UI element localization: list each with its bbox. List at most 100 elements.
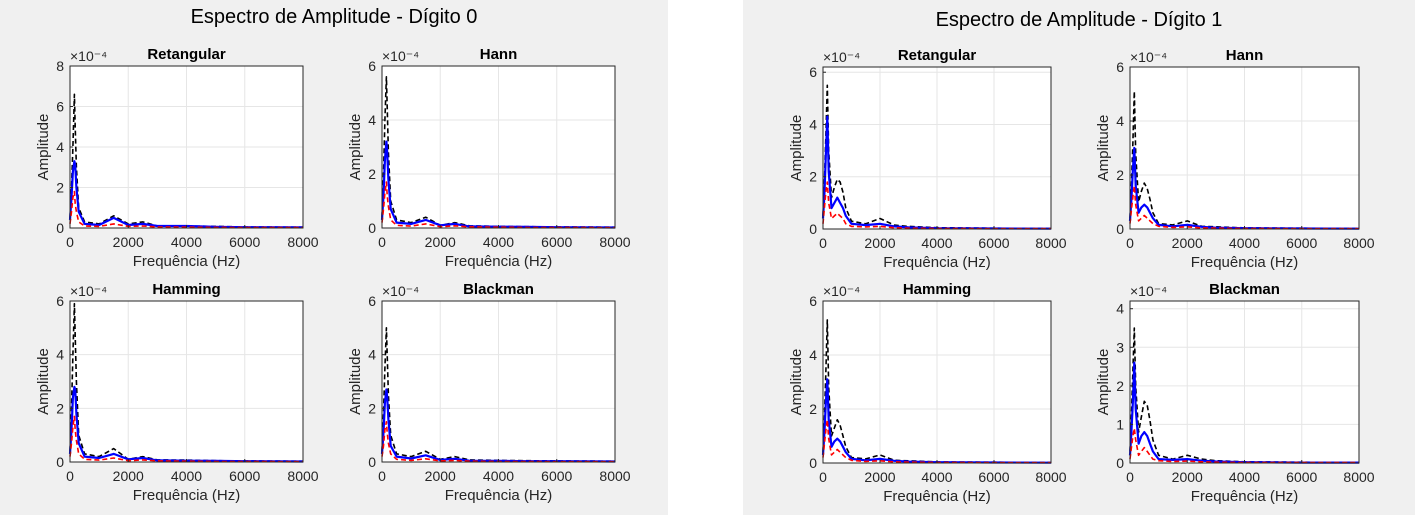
x-tick-label: 4000 [483,468,514,484]
x-tick-label: 6000 [541,234,572,250]
x-tick-label: 8000 [1343,235,1374,251]
x-axis-label: Frequência (Hz) [883,254,991,271]
x-axis-label: Frequência (Hz) [445,487,553,504]
series-line-red [1129,185,1359,230]
series-line-black [1129,327,1360,464]
series-line-blue [68,385,304,463]
y-exponent-label: ×10⁻⁴ [1130,49,1167,65]
y-tick-label: 4 [809,347,817,363]
y-axis-label: Amplitude [35,114,52,181]
y-exponent-label: ×10⁻⁴ [823,283,860,299]
y-tick-label: 2 [56,400,64,416]
series-line-blue [68,160,304,229]
subplot-title: Blackman [463,281,534,298]
x-tick-label: 8000 [1035,469,1066,485]
y-tick-label: 4 [1116,301,1124,317]
subplot-hamming: 0 2000 4000 6000 8000 0 2 4 6 Hamming ×10⁻⁴ Frequên… [35,281,319,504]
x-axis-label: Frequência (Hz) [1191,254,1299,271]
y-tick-label: 0 [56,454,64,470]
x-tick-label: 2000 [1172,235,1203,251]
x-tick-label: 4000 [483,234,514,250]
y-tick-label: 3 [1116,339,1124,355]
y-tick-label: 6 [368,58,376,74]
subplot-title: Hann [480,46,518,63]
subplot-hann: 0 2000 4000 6000 8000 0 2 4 6 Hann ×10⁻⁴ Frequência… [1095,47,1375,271]
y-axis-label: Amplitude [347,114,364,181]
subplot-title: Hamming [152,281,220,298]
x-tick-label: 2000 [864,469,895,485]
y-tick-label: 4 [56,139,64,155]
x-tick-label: 2000 [425,468,456,484]
figure-1-panels: 0 2000 4000 6000 80000246Retangular×10⁻⁴Freq… [788,47,1375,505]
y-tick-label: 0 [809,455,817,471]
y-exponent-label: ×10⁻⁴ [70,48,107,64]
x-tick-label: 2000 [425,234,456,250]
series-line-red [822,418,1051,464]
x-tick-label: 8000 [287,468,318,484]
x-tick-label: 6000 [541,468,572,484]
y-axis-label: Amplitude [1095,349,1112,416]
x-tick-label: 4000 [1229,469,1260,485]
subplot-title: Blackman [1209,281,1280,298]
y-axis-label: Amplitude [788,115,805,182]
subplot-retangular: 0 2000 4000 6000 8000 0 2 4 6 Retangular ×10⁻⁴ Freq… [788,47,1067,271]
y-tick-label: 4 [809,116,817,132]
figure-0-panels: 0 2000 4000 6000 800002468Retangular×10⁻⁴Fre… [35,46,631,504]
y-axis-label: Amplitude [1095,115,1112,182]
y-exponent-label: ×10⁻⁴ [1130,283,1167,299]
y-tick-label: 1 [1116,416,1124,432]
y-tick-label: 2 [809,401,817,417]
x-tick-label: 0 [66,234,74,250]
y-tick-label: 6 [809,293,817,309]
series-line-black [1129,90,1360,230]
subplot-title: Retangular [898,47,977,64]
y-tick-label: 6 [809,64,817,80]
y-tick-label: 6 [56,293,64,309]
y-exponent-label: ×10⁻⁴ [70,283,107,299]
x-tick-label: 6000 [978,235,1009,251]
y-axis-label: Amplitude [788,349,805,416]
y-tick-label: 2 [1116,167,1124,183]
y-exponent-label: ×10⁻⁴ [382,48,419,64]
x-tick-label: 6000 [229,468,260,484]
x-axis-label: Frequência (Hz) [133,253,241,270]
y-tick-label: 6 [368,293,376,309]
series-line-blue [380,140,616,229]
x-tick-label: 2000 [864,235,895,251]
subplot-hamming: 0 2000 4000 6000 8000 0 2 4 6 Hamming ×10⁻⁴ Frequên… [788,281,1067,505]
subplot-title: Hann [1226,47,1264,64]
y-exponent-label: ×10⁻⁴ [382,283,419,299]
x-tick-label: 8000 [1343,469,1374,485]
figure-digit-0: Espectro de Amplitude - Dígito 0 0 2000 40… [0,0,668,515]
x-tick-label: 8000 [599,468,630,484]
x-tick-label: 2000 [1172,469,1203,485]
x-tick-label: 0 [378,234,386,250]
series-line-black [381,326,616,463]
subplot-blackman: 0 2000 4000 6000 8000 0 2 4 6 Blackman ×10⁻⁴ Frequê… [347,281,631,504]
x-tick-label: 0 [1126,235,1134,251]
x-tick-label: 0 [819,235,827,251]
x-tick-label: 0 [378,468,386,484]
y-tick-label: 4 [368,347,376,363]
x-axis-label: Frequência (Hz) [1191,488,1299,505]
y-tick-label: 8 [56,58,64,74]
x-tick-label: 0 [1126,469,1134,485]
series-line-black [822,84,1052,230]
series-line-red [381,181,616,229]
y-tick-label: 4 [56,347,64,363]
x-axis-label: Frequência (Hz) [883,488,991,505]
y-tick-label: 2 [809,169,817,185]
y-tick-label: 0 [809,221,817,237]
series-line-black [822,319,1052,464]
x-tick-label: 6000 [1286,469,1317,485]
subplot-title: Hamming [903,281,971,298]
x-tick-label: 6000 [229,234,260,250]
x-tick-label: 6000 [1286,235,1317,251]
x-tick-label: 4000 [1229,235,1260,251]
x-tick-label: 4000 [921,469,952,485]
y-tick-label: 2 [56,180,64,196]
y-tick-label: 0 [1116,221,1124,237]
x-tick-label: 2000 [113,468,144,484]
series-line-red [69,415,304,463]
y-tick-label: 4 [1116,113,1124,129]
